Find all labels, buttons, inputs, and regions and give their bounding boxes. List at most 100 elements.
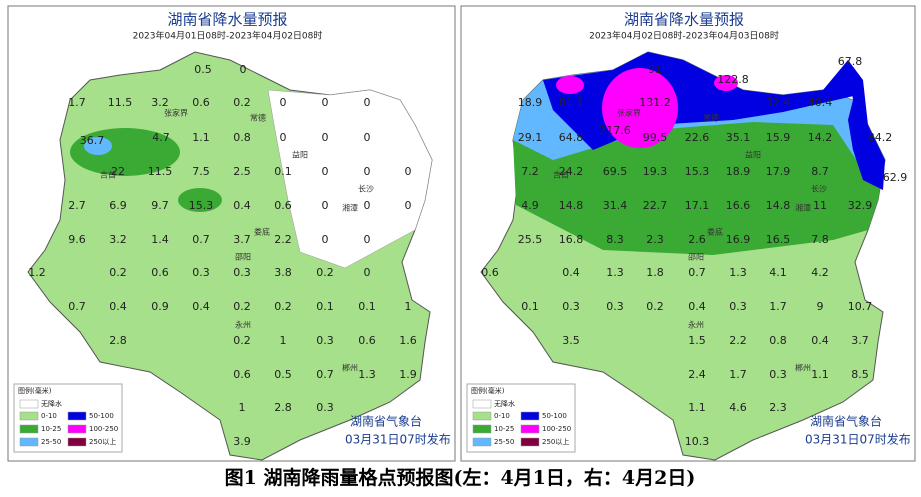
city-label: 益阳 [292,150,308,160]
rain-value: 3.8 [274,266,292,279]
rain-value: 0.2 [233,334,251,347]
legend-swatch [472,411,492,421]
legend-title: 图例(毫米) [18,386,52,395]
rain-value: 1 [239,401,246,414]
rain-value: 122.8 [717,73,749,86]
legend-swatch [472,424,492,434]
rain-value: 0.8 [769,334,787,347]
rain-value: 1.8 [646,266,664,279]
rain-value: 16.6 [726,199,751,212]
rain-value: 0 [240,63,247,76]
rain-value: 69.5 [603,165,628,178]
rain-value: 0.6 [358,334,376,347]
rain-value: 25.5 [518,233,543,246]
city-label: 永州 [235,320,251,330]
rain-value: 3.7 [851,334,869,347]
issuer: 湖南省气象台 [350,414,422,429]
legend-swatch [67,411,87,421]
map-title: 湖南省降水量预报 [624,11,744,29]
rain-value: 81.1 [559,96,584,109]
rain-value: 1.3 [358,368,376,381]
rain-value: 0.1 [358,300,376,313]
rain-value: 0.2 [109,266,127,279]
rain-area [714,75,738,91]
rain-value: 0.3 [562,300,580,313]
rain-value: 35.1 [726,131,751,144]
rain-value: 91 [648,63,662,76]
dry-area [267,89,433,269]
map-subtitle: 2023年04月02日08时-2023年04月03日08时 [589,30,779,42]
rain-value: 16.5 [766,233,791,246]
rain-value: 0.6 [481,266,499,279]
rain-value: 0 [364,233,371,246]
rain-value: 3.2 [109,233,127,246]
rain-area [178,188,222,212]
map-panel: 湖南省降水量预报2023年04月01日08时-2023年04月02日08时张家界… [7,5,456,462]
rain-value: 1 [280,334,287,347]
rain-value: 15.3 [685,165,710,178]
city-label: 邵阳 [235,253,251,262]
city-label: 吉首 [100,170,116,180]
rain-value: 1.4 [151,233,169,246]
rain-value: 17.9 [766,165,791,178]
legend-swatch [19,424,39,434]
legend-label: 250以上 [542,437,569,446]
legend-swatch [19,437,39,447]
rain-value: 9.6 [68,233,86,246]
rain-value: 0 [322,131,329,144]
city-label: 益阳 [745,150,761,160]
legend-label: 25-50 [41,438,61,446]
rain-value: 17.1 [685,199,710,212]
map-panel: 湖南省降水量预报2023年04月02日08时-2023年04月03日08时张家界… [460,5,916,462]
rain-value: 0.3 [233,266,251,279]
legend-swatch [67,424,87,434]
rain-value: 0.3 [769,368,787,381]
legend-swatch [472,437,492,447]
rain-value: 9 [817,300,824,313]
rain-value: 36.7 [80,134,105,147]
rain-value: 0.3 [316,334,334,347]
rain-value: 2.3 [769,401,787,414]
rain-value: 0.4 [233,199,251,212]
legend-label: 100-250 [542,425,571,433]
rain-value: 0.5 [194,63,212,76]
rain-value: 0.2 [233,300,251,313]
legend-label: 25-50 [494,438,514,446]
legend-swatch [19,399,39,409]
rain-value: 0.6 [274,199,292,212]
rain-value: 1.1 [192,131,210,144]
rain-value: 16.8 [559,233,584,246]
rain-value: 3.7 [233,233,251,246]
city-label: 常德 [703,113,719,123]
rain-value: 16.9 [726,233,751,246]
rain-value: 0.3 [192,266,210,279]
rain-value: 18.9 [726,165,751,178]
rain-value: 0.3 [729,300,747,313]
rain-value: 0 [280,96,287,109]
rain-value: 0.1 [274,165,292,178]
rain-value: 11.5 [108,96,133,109]
rain-value: 0 [405,199,412,212]
rain-value: 1.7 [729,368,747,381]
rain-value: 0.1 [316,300,334,313]
rain-value: 6.9 [109,199,127,212]
rain-value: 0.7 [68,300,86,313]
rain-value: 0.5 [274,368,292,381]
city-label: 娄底 [707,227,723,237]
legend-label: 0-10 [41,412,57,420]
legend-label: 无降水 [494,399,515,408]
rain-value: 0 [322,165,329,178]
rain-value: 15.3 [189,199,214,212]
rain-value: 1.3 [606,266,624,279]
rain-value: 2.8 [109,334,127,347]
rain-value: 40.4 [808,96,833,109]
city-label: 邵阳 [688,253,704,262]
rain-value: 0.3 [316,401,334,414]
rain-value: 8.7 [811,165,829,178]
legend-label: 0-10 [494,412,510,420]
rain-value: 84.2 [868,131,893,144]
legend-swatch [520,437,540,447]
city-label: 湘潭 [342,203,358,213]
legend-swatch [472,399,492,409]
